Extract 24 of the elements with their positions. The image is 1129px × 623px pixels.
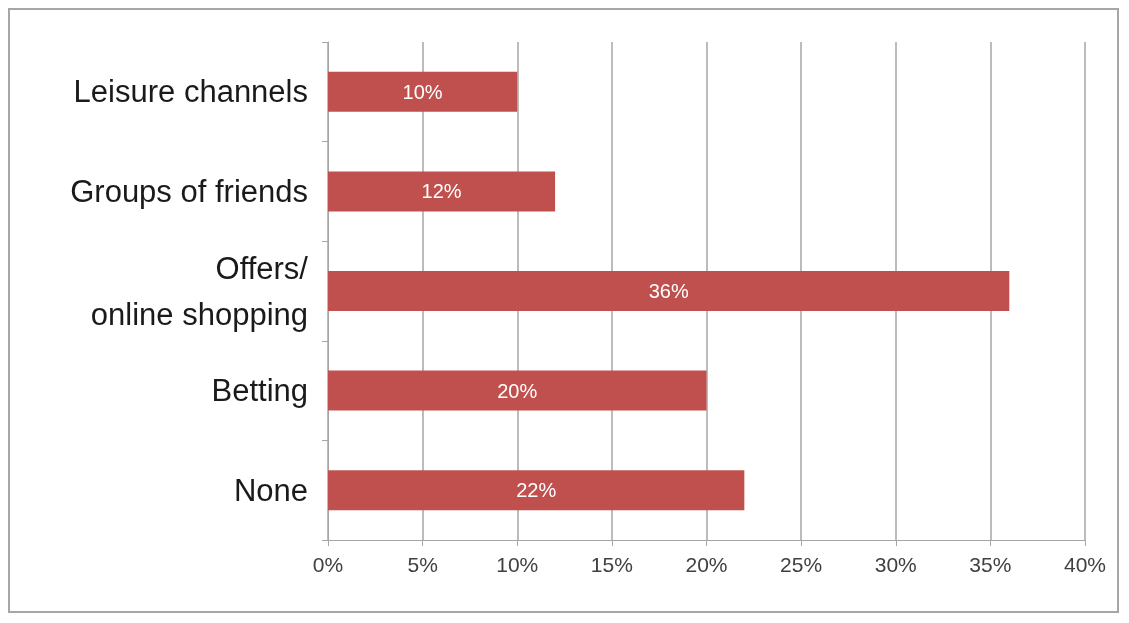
bar — [328, 470, 745, 511]
y-tick-label: Groups of friends — [70, 173, 308, 209]
x-tick-label: 20% — [685, 553, 728, 576]
x-tick-label: 25% — [780, 553, 823, 576]
data-label: 36% — [648, 280, 689, 302]
x-tick-label: 5% — [407, 553, 438, 576]
bar — [328, 171, 556, 212]
x-tick-label: 15% — [590, 553, 633, 576]
data-label: 20% — [497, 379, 538, 402]
x-tick-label: 0% — [312, 553, 344, 576]
y-tick-label: Betting — [211, 373, 308, 409]
data-label: 22% — [516, 479, 557, 502]
x-tick-label: 35% — [969, 553, 1012, 576]
y-tick-label: None — [233, 472, 308, 508]
y-tick-label: Offers/ online shopping — [90, 250, 309, 332]
data-label: 12% — [421, 180, 462, 203]
x-tick-label: 10% — [496, 553, 539, 576]
x-tick-label: 40% — [1063, 553, 1107, 576]
bar — [328, 370, 707, 411]
x-tick-label: 30% — [874, 553, 917, 576]
bar — [328, 271, 1010, 311]
y-tick-label: Leisure channels — [73, 74, 308, 110]
data-label: 10% — [402, 80, 443, 103]
bar — [328, 71, 518, 112]
